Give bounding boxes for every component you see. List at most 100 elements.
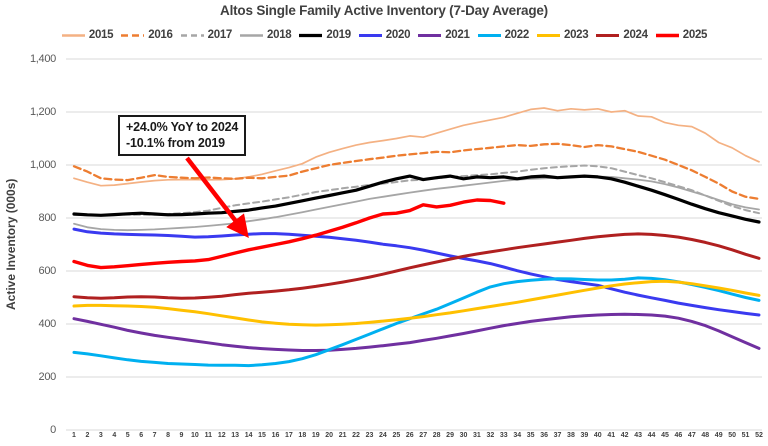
x-tick-label: 14 [244,432,253,439]
x-tick-label: 45 [661,432,669,439]
legend-line-swatch [655,33,679,37]
x-tick-label: 10 [190,432,199,439]
chart-title: Altos Single Family Active Inventory (7-… [220,3,548,18]
x-tick-label: 6 [139,432,144,439]
x-tick-label: 49 [714,432,723,439]
legend-label: 2015 [88,29,114,41]
legend-item-2025: 2025 [655,29,707,41]
legend-item-2018: 2018 [239,29,292,41]
x-tick-label: 13 [231,432,240,439]
legend-item-2016: 2016 [120,29,173,41]
annotation-line-1: +24.0% YoY to 2024 [126,120,239,134]
x-tick-label: 24 [379,432,387,439]
x-tick-label: 41 [607,432,616,439]
x-tick-label: 39 [580,432,589,439]
y-tick-label: 1,200 [29,105,56,118]
legend-line-swatch [299,33,323,37]
y-tick-label: 200 [38,370,57,383]
series-line-2023 [72,279,761,327]
x-tick-label: 15 [258,432,266,439]
x-tick-label: 16 [271,432,280,439]
legend-label: 2018 [267,29,292,41]
x-tick-label: 28 [432,432,441,439]
x-tick-label: 18 [298,432,307,439]
x-tick-label: 46 [674,432,683,439]
x-tick-label: 50 [728,432,737,439]
x-tick-label: 26 [405,432,414,439]
annotation-line-2: -10.1% from 2019 [126,136,225,151]
legend-line-swatch [121,33,145,37]
legend-label: 2023 [563,29,589,41]
legend-item-2023: 2023 [536,29,589,41]
legend-label: 2016 [148,29,173,41]
x-tick-label: 11 [204,432,213,439]
x-axis-ticks: 1 2 3 4 5 6 7 8 9 10 11 12 13 14 15 16 17 18 19 20 21 22 23 24 2… [0,432,768,444]
x-tick-label: 19 [311,432,320,439]
x-tick-label: 34 [513,432,522,439]
legend-line-swatch [536,33,560,37]
series-line-2016 [72,142,761,201]
y-tick-label: 1,400 [29,52,56,65]
x-tick-label: 4 [112,432,117,439]
legend-line-swatch [418,33,442,37]
legend-item-2021: 2021 [417,29,470,41]
x-tick-label: 9 [179,432,184,439]
legend-label: 2021 [445,29,470,41]
y-tick-label: 600 [38,264,57,277]
series-line-2025 [72,198,506,270]
annotation-arrow [185,156,249,238]
x-tick-label: 43 [634,432,642,439]
series-line-2019 [72,174,761,224]
legend-line-swatch [180,33,204,37]
x-tick-label: 32 [486,432,495,439]
x-tick-label: 30 [459,432,468,439]
x-tick-label: 37 [553,432,562,439]
x-tick-label: 17 [284,432,293,439]
x-tick-label: 35 [526,432,535,439]
legend-item-2015: 2015 [61,29,114,41]
y-tick-label: 400 [38,317,57,330]
x-tick-label: 27 [419,432,428,439]
x-tick-label: 5 [125,432,130,439]
legend-line-swatch [240,33,264,37]
chart-legend: 2015 2016 2017 2018 2019 2020 2021 2022 2023 2024… [0,29,768,41]
series-line-2021 [72,312,761,352]
x-tick-label: 12 [217,432,226,439]
x-tick-label: 31 [473,432,481,439]
legend-line-swatch [358,33,382,37]
legend-label: 2020 [385,29,411,41]
legend-label: 2019 [326,29,351,41]
x-tick-label: 33 [499,432,508,439]
x-tick-label: 1 [72,432,76,439]
x-tick-label: 2 [85,432,90,439]
legend-label: 2017 [207,29,233,41]
legend-item-2019: 2019 [298,29,351,41]
annotation-box: +24.0% YoY to 2024 -10.1% from 2019 [118,115,247,156]
legend-item-2022: 2022 [477,29,529,41]
x-tick-label: 8 [166,432,170,439]
series-line-2018 [73,175,760,232]
x-tick-label: 52 [755,432,763,439]
series-line-2022 [72,276,761,368]
x-tick-label: 51 [741,432,750,439]
legend-line-swatch [61,33,85,37]
x-tick-label: 40 [593,432,602,439]
x-tick-label: 47 [687,432,696,439]
x-tick-label: 25 [392,432,401,439]
x-tick-label: 22 [352,432,360,439]
x-tick-label: 44 [647,432,656,439]
x-tick-label: 36 [540,432,548,439]
y-tick-label: 800 [38,211,57,224]
legend-line-swatch [596,33,620,37]
legend-line-swatch [477,33,501,37]
series-line-2024 [72,232,761,300]
series-line-2020 [72,227,761,317]
x-tick-label: 29 [446,432,454,439]
y-axis-ticks: 0 200 400 600 800 1,000 1,200 1,400 [0,0,58,446]
y-tick-label: 0 [50,423,56,436]
legend-item-2020: 2020 [358,29,410,41]
x-tick-label: 42 [620,432,629,439]
legend-item-2024: 2024 [595,29,648,41]
